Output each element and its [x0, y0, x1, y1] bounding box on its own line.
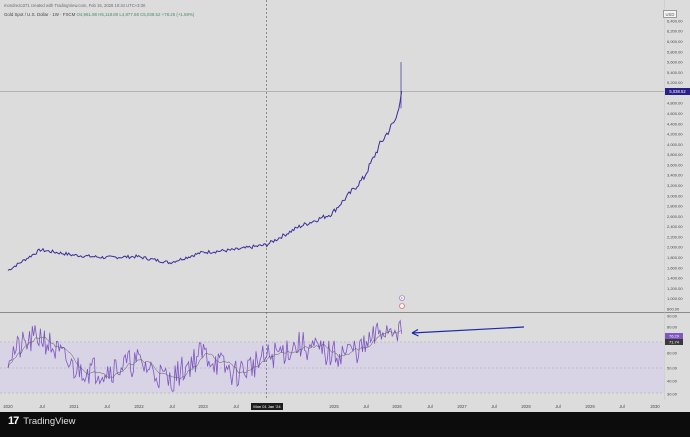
price-tick-label: 1,600.00 [667, 265, 683, 270]
price-tick-label: 800.00 [667, 306, 680, 311]
time-tick-label: 2022 [134, 404, 144, 409]
price-tick-label: 4,200.00 [667, 132, 683, 137]
rsi-value-badge [665, 333, 683, 339]
chart-credit: mondrezo371 created with TradingView.com… [4, 3, 146, 8]
rsi-tick-label: 40.00 [667, 378, 678, 383]
price-tick-label: 5,600.00 [667, 60, 683, 65]
time-axis-bg [0, 400, 690, 412]
time-tick-label: Jul [427, 404, 432, 409]
price-tick-label: 2,200.00 [667, 234, 683, 239]
symbol-name: Gold Spot / U.S. Dollar · 1W · FXCM [4, 12, 76, 17]
rsi-tick-label: 50.00 [667, 365, 678, 370]
price-tick-label: 3,400.00 [667, 173, 683, 178]
time-tick-label: 2028 [521, 404, 531, 409]
time-tick-label: Jul [619, 404, 624, 409]
rsi-tick-label: 60.00 [667, 350, 678, 355]
time-tick-label: 2021 [69, 404, 79, 409]
price-tick-label: 4,400.00 [667, 121, 683, 126]
crosshair-time-badge [251, 403, 283, 410]
annotation-arrow-line[interactable] [411, 326, 525, 334]
price-axis[interactable]: 6,400.00 6,200.00 6,000.00 5,800.00 5,600.00… [667, 18, 683, 311]
tradingview-name: TradingView [23, 415, 76, 427]
crosshair-time-label: Mon 01 Jan '24 [253, 404, 281, 409]
rsi-band [0, 342, 664, 393]
time-tick-label: 2029 [585, 404, 595, 409]
price-tick-label: 1,400.00 [667, 276, 683, 281]
price-tick-label: 2,000.00 [667, 245, 683, 250]
price-tick-label: 3,800.00 [667, 152, 683, 157]
price-tick-label: 1,800.00 [667, 255, 683, 260]
price-tick-label: 3,000.00 [667, 193, 683, 198]
price-pane-bg [0, 0, 690, 312]
tradingview-brand[interactable]: 17 TradingView [8, 415, 76, 427]
time-tick-label: 2027 [457, 404, 467, 409]
current-price-badge [665, 88, 690, 95]
rsi-tick-label: 30.00 [667, 391, 678, 396]
time-tick-label: Jul [169, 404, 174, 409]
price-tick-label: 1,200.00 [667, 286, 683, 291]
time-tick-label: 2030 [650, 404, 660, 409]
rsi-axis[interactable]: 90.00 80.00 60.00 50.00 40.00 30.00 [667, 313, 678, 396]
rsi-ma-line [7, 330, 402, 380]
ohlc-values: O4,961.98 H5,118.80 L4,877.68 C5,038.52 … [76, 12, 195, 17]
time-tick-label: 2025 [329, 404, 339, 409]
price-tick-label: 6,200.00 [667, 29, 683, 34]
price-tick-label: 2,400.00 [667, 224, 683, 229]
currency-label[interactable]: USD [663, 10, 677, 18]
time-axis[interactable]: 2020 Jul 2021 Jul 2022 Jul 2023 Jul 2025 Jul 2026 J… [3, 404, 660, 409]
price-tick-label: 4,600.00 [667, 111, 683, 116]
time-tick-label: 2023 [198, 404, 208, 409]
time-tick-label: Jul [104, 404, 109, 409]
price-tick-label: 5,400.00 [667, 70, 683, 75]
time-tick-label: Jul [555, 404, 560, 409]
symbol-legend[interactable]: Gold Spot / U.S. Dollar · 1W · FXCM O4,9… [4, 12, 194, 17]
rsi-ma-badge [665, 339, 683, 345]
price-tick-label: 2,600.00 [667, 214, 683, 219]
rsi-tick-label: 90.00 [667, 313, 678, 318]
time-tick-label: 2026 [392, 404, 402, 409]
rsi-tick-label: 80.00 [667, 324, 678, 329]
rsi-value-label: 76.29 [669, 334, 680, 339]
price-tick-label: 2,800.00 [667, 204, 683, 209]
price-tick-label: 4,000.00 [667, 142, 683, 147]
price-tick-label: 6,400.00 [667, 18, 683, 23]
price-tick-label: 3,600.00 [667, 162, 683, 167]
rsi-series-line [7, 319, 402, 392]
tradingview-logo-icon: 17 [8, 415, 19, 427]
price-series-line [7, 90, 403, 271]
time-tick-label: Jul [39, 404, 44, 409]
price-tick-label: 5,800.00 [667, 49, 683, 54]
rsi-ma-label: 71.74 [669, 340, 680, 345]
brand-bar [0, 412, 690, 432]
annotation-arrow-head [411, 328, 419, 337]
price-tick-label: 3,200.00 [667, 183, 683, 188]
event-marker-flag[interactable] [399, 303, 405, 309]
time-tick-label: Jul [233, 404, 238, 409]
event-marker-f[interactable] [399, 295, 405, 301]
price-tick-label: 1,000.00 [667, 296, 683, 301]
time-tick-label: 2020 [3, 404, 13, 409]
time-tick-label: Jul [363, 404, 368, 409]
event-marker-f-label: F [401, 297, 403, 301]
current-price-label: 5,038.52 [669, 89, 686, 94]
price-tick-label: 4,800.00 [667, 101, 683, 106]
time-tick-label: Jul [491, 404, 496, 409]
price-tick-label: 5,200.00 [667, 80, 683, 85]
price-tick-label: 6,000.00 [667, 39, 683, 44]
